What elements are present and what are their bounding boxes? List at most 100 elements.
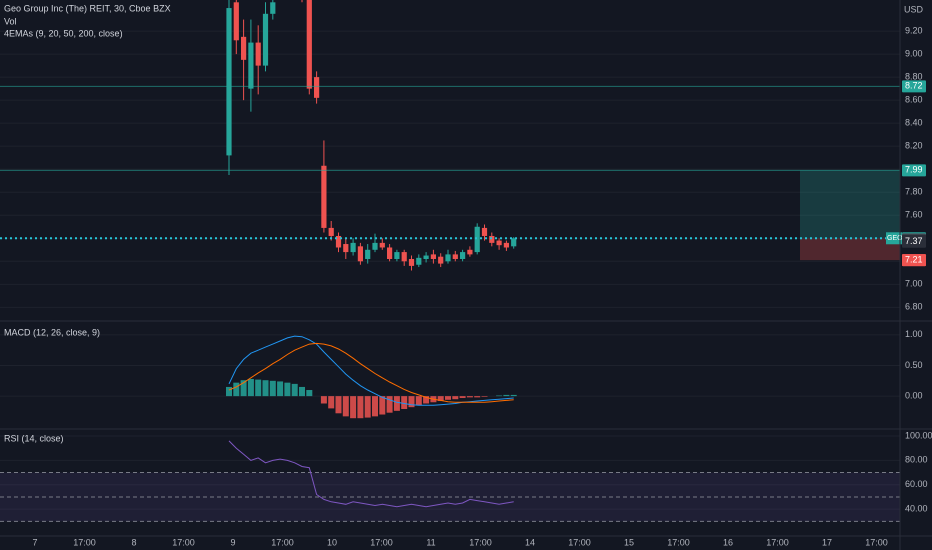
price-label: 7.99 [905, 165, 923, 175]
y-tick-label: 6.80 [905, 302, 923, 312]
price-label: 8.72 [905, 81, 923, 91]
candle-body [511, 238, 517, 247]
y-tick-label: 40.00 [905, 504, 928, 514]
macd-histogram-bar [277, 381, 284, 397]
candle-body [241, 36, 247, 60]
profit-zone [800, 170, 900, 239]
y-tick-label: 8.60 [905, 95, 923, 105]
macd [226, 335, 517, 419]
y-tick-label: 80.00 [905, 455, 928, 465]
y-tick-label: 9.00 [905, 48, 923, 58]
macd-histogram-bar [510, 394, 517, 397]
macd-histogram-bar [503, 394, 510, 397]
price-label-box [902, 80, 926, 93]
macd-histogram-bar [393, 396, 400, 411]
macd-histogram-bar [408, 396, 415, 408]
y-tick-label: 8.20 [905, 141, 923, 151]
macd-histogram-bar [284, 382, 291, 397]
candle-body [357, 246, 363, 262]
candle-body [343, 244, 349, 253]
y-tick-label: 100.00 [905, 430, 932, 440]
x-tick-label: 16 [723, 537, 733, 547]
x-tick-label: 15 [624, 537, 634, 547]
candle-body [372, 242, 378, 250]
x-tick-label: 9 [230, 537, 235, 547]
candles [226, 0, 900, 271]
candle-body [306, 0, 312, 89]
x-tick-label: 17:00 [172, 537, 195, 547]
macd-histogram-bar [496, 395, 503, 397]
y-tick-label: 7.60 [905, 210, 923, 220]
candle-body [474, 226, 480, 253]
macd-histogram-bar [423, 396, 430, 404]
candle-body [226, 8, 232, 156]
symbol-title: Geo Group Inc (The) REIT, 30, Cboe BZX [4, 3, 171, 13]
macd-histogram-bar [342, 396, 349, 417]
x-tick-label: 11 [426, 537, 435, 547]
candle-body [438, 256, 444, 264]
y-tick-label: 8.40 [905, 118, 923, 128]
macd-histogram-bar [474, 396, 481, 398]
macd-histogram-bar [372, 396, 378, 417]
rsi [0, 440, 900, 522]
x-tick-label: 17:00 [766, 537, 789, 547]
macd-histogram-bar [350, 396, 357, 419]
macd-histogram-bar [299, 386, 305, 397]
price-label-box [902, 235, 926, 248]
y-tick-label: 9.20 [905, 25, 923, 35]
macd-histogram-bar [379, 396, 386, 415]
macd-histogram-bar [226, 386, 232, 397]
candle-body [430, 254, 436, 259]
candle-body [270, 2, 276, 14]
x-tick-label: 17:00 [370, 537, 393, 547]
vol-label: Vol [4, 16, 17, 26]
x-tick-label: 17:00 [865, 537, 888, 547]
candle-body [496, 240, 502, 246]
candle-body [328, 227, 334, 236]
y-tick-label: 7.80 [905, 187, 923, 197]
candle-body [248, 42, 254, 89]
macd-histogram-bar [401, 396, 408, 410]
loss-zone [800, 238, 900, 261]
candle-body [255, 42, 261, 66]
x-tick-label: 7 [32, 537, 37, 547]
macd-histogram-bar [240, 380, 247, 397]
candle-body [335, 235, 342, 248]
macd-histogram-bar [335, 396, 342, 414]
macd-histogram-bar [386, 396, 393, 413]
candle-body [262, 13, 269, 66]
macd-line [228, 342, 514, 403]
macd-histogram-bar [452, 396, 459, 400]
candle-body [460, 252, 466, 259]
x-tick-label: 17 [822, 537, 832, 547]
macd-histogram-bar [269, 380, 276, 397]
symbol-tag: GEO [887, 235, 903, 242]
ema-label: 4EMAs (9, 20, 50, 200, close) [4, 28, 123, 38]
candle-body [365, 249, 371, 259]
x-tick-label: 17:00 [667, 537, 690, 547]
macd-histogram-bar [437, 396, 444, 402]
candle-body [350, 242, 356, 253]
macd-histogram-bar [255, 379, 262, 397]
candle-body [445, 254, 451, 262]
macd-histogram-bar [481, 396, 488, 397]
macd-histogram-bar [306, 390, 313, 397]
candle-body [408, 258, 415, 266]
price-label: 7.21 [905, 255, 923, 265]
currency: USD [904, 4, 924, 14]
candle-body [423, 255, 429, 259]
y-tick-label: 8.80 [905, 71, 923, 81]
macd-histogram-bar [233, 382, 240, 397]
price-label-box [902, 164, 926, 177]
x-tick-label: 14 [525, 537, 535, 547]
macd-histogram-bar [466, 396, 473, 398]
x-tick-label: 17:00 [568, 537, 591, 547]
symbol-tag-box [886, 232, 902, 245]
macd-histogram-bar [364, 396, 371, 418]
rsi-line [228, 440, 514, 508]
candle-body [321, 165, 327, 228]
x-tick-label: 17:00 [271, 537, 294, 547]
